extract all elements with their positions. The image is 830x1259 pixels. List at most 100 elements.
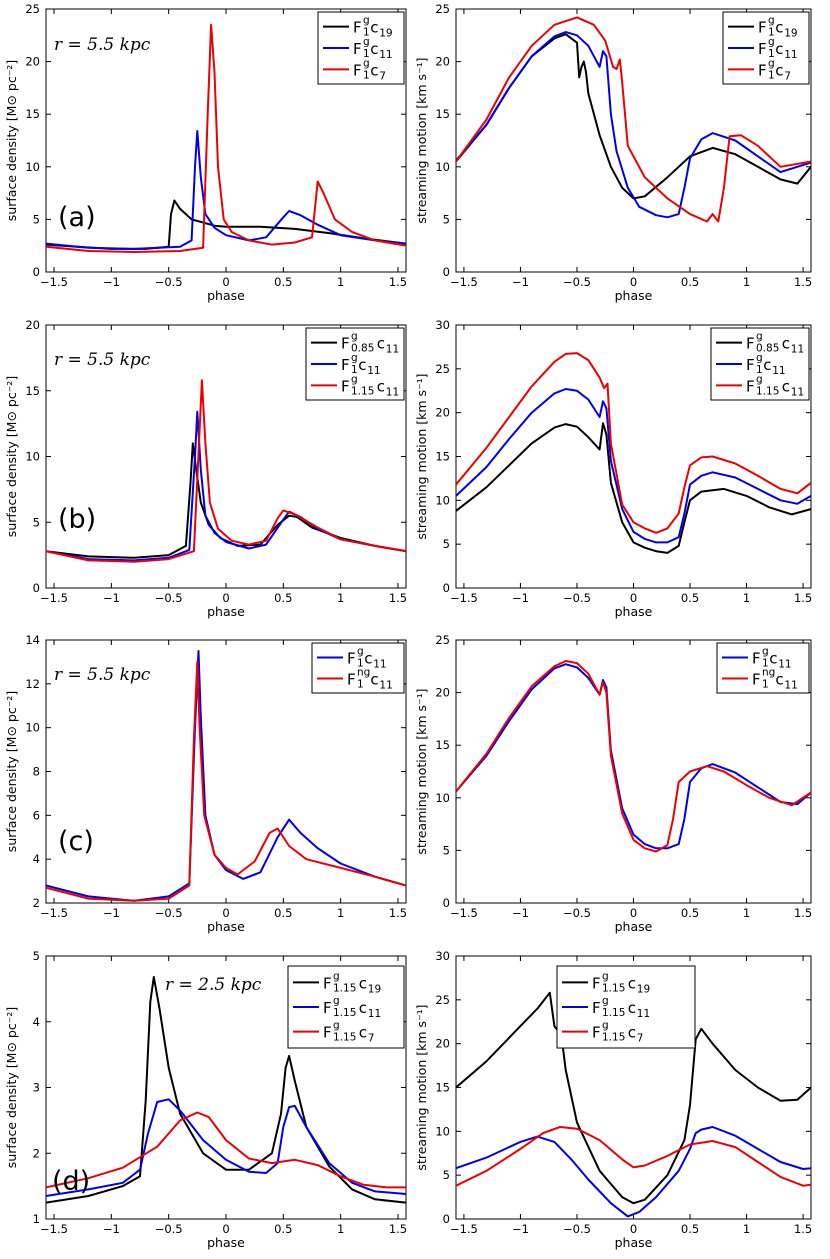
x-tick-label: −1.5 — [40, 275, 68, 289]
chart-c-right: −1.5 −1 −0.5 0 0.5 1 1.5 0 5 10 15 20 25 phase streami… — [414, 633, 812, 934]
x-tick-label: −0.5 — [563, 1222, 591, 1236]
x-tick-label: −1 — [103, 275, 120, 289]
x-tick-label: 1 — [743, 275, 750, 289]
legend-label-c: c — [370, 671, 378, 689]
legend-label-csub: 7 — [784, 70, 791, 82]
y-tick-label: 20 — [25, 55, 40, 69]
x-tick-label: 1 — [337, 906, 344, 920]
series-group — [46, 23, 406, 253]
x-tick-label: 1.5 — [794, 1222, 812, 1236]
y-tick-label: 30 — [435, 318, 450, 332]
legend-label-sub: 1.15 — [333, 1032, 356, 1044]
series-line-f1-15g-c11 — [46, 379, 406, 563]
y-tick-label: 20 — [25, 318, 40, 332]
y-tick-label: 14 — [25, 633, 40, 647]
y-tick-label: 5 — [33, 515, 40, 529]
legend-label-main: F — [353, 40, 362, 58]
series-line-f1g-c19 — [456, 33, 811, 200]
x-tick-label: 0 — [630, 906, 637, 920]
legend-label-csub: 11 — [637, 1008, 650, 1020]
chart-b-right: −1.5 −1 −0.5 0 0.5 1 1.5 0 5 10 15 20 25 30 phase strea… — [414, 318, 812, 619]
legend-label-csub: 11 — [373, 659, 386, 671]
legend-label-sub: 1 — [363, 69, 370, 81]
legend-label-sup: g — [756, 373, 763, 385]
x-tick-label: 0 — [630, 1222, 637, 1236]
series-line-f1g-c7 — [456, 16, 811, 223]
panel-label: (a) — [58, 202, 96, 233]
legend-label-c: c — [364, 650, 372, 668]
y-tick-label: 15 — [25, 107, 40, 121]
y-tick-label: 0 — [443, 896, 450, 910]
x-tick-label: 1.5 — [794, 275, 812, 289]
legend-label-c: c — [359, 999, 367, 1017]
x-tick-label: 0.5 — [274, 591, 292, 605]
x-tick-label: 0.5 — [681, 906, 699, 920]
y-axis-label: streaming motion [km s⁻¹] — [414, 1004, 429, 1170]
legend-label-csub: 11 — [772, 365, 785, 377]
x-tick-label: 1 — [337, 1222, 344, 1236]
y-tick-label: 10 — [435, 160, 450, 174]
legend-label-sub: 1 — [768, 69, 775, 81]
legend-label-sub: 1 — [768, 27, 775, 39]
x-tick-label: −1 — [103, 1222, 120, 1236]
x-tick-label: 0 — [222, 906, 229, 920]
legend-frame — [716, 642, 810, 694]
legend-label-main: F — [752, 671, 761, 689]
y-tick-label: 0 — [33, 265, 40, 279]
x-tick-label: 1 — [743, 591, 750, 605]
legend-label-sub: 1 — [756, 364, 763, 376]
legend-label-csub: 11 — [784, 49, 797, 61]
x-tick-label: −0.5 — [563, 906, 591, 920]
y-tick-label: 20 — [435, 406, 450, 420]
x-tick-label: −1.5 — [450, 591, 478, 605]
x-axis-label: phase — [207, 288, 245, 303]
legend-label-main: F — [323, 999, 332, 1017]
x-tick-label: −0.5 — [563, 275, 591, 289]
x-tick-label: −1.5 — [40, 906, 68, 920]
y-tick-label: 20 — [435, 686, 450, 700]
x-tick-label: −1.5 — [450, 275, 478, 289]
legend-label-sub: 1 — [762, 658, 769, 670]
legend-label-sub: 0.85 — [756, 343, 779, 355]
legend-label-main: F — [592, 1024, 601, 1042]
x-tick-label: 1 — [743, 1222, 750, 1236]
chart-c-left: −1.5 −1 −0.5 0 0.5 1 1.5 2 4 6 8 10 12 14 phase surface… — [4, 633, 407, 934]
y-tick-label: 15 — [435, 1081, 450, 1095]
y-tick-label: 0 — [443, 265, 450, 279]
legend-label-sup: g — [768, 36, 775, 48]
legend-label-sup: g — [333, 970, 340, 982]
panel-label: (b) — [58, 504, 96, 535]
legend-label-c: c — [782, 335, 790, 353]
y-tick-label: 5 — [443, 1168, 450, 1182]
series-line-f1g-c7 — [46, 23, 406, 253]
legend-label-csub: 11 — [791, 386, 804, 398]
chart-a-left: −1.5 −1 −0.5 0 0.5 1 1.5 0 5 10 15 20 25 phase surface… — [4, 2, 407, 303]
x-tick-label: 1.5 — [794, 591, 812, 605]
y-tick-label: 10 — [435, 493, 450, 507]
x-axis-label: phase — [207, 919, 245, 934]
series-group — [456, 352, 811, 554]
legend-label-c: c — [370, 40, 378, 58]
legend-label-sub: 1.15 — [756, 385, 779, 397]
legend-label-sup: g — [768, 15, 775, 27]
legend-label-sub: 1.15 — [333, 1007, 356, 1019]
x-tick-label: −1 — [103, 906, 120, 920]
legend-label-main: F — [752, 650, 761, 668]
legend-label-c: c — [775, 671, 783, 689]
x-tick-label: 1.5 — [389, 275, 407, 289]
series-line-f1-15g-c7 — [456, 1126, 811, 1187]
legend-label-sup: g — [602, 1020, 609, 1032]
series-line-f1-15g-c7 — [46, 1111, 406, 1189]
x-tick-label: −1 — [512, 591, 529, 605]
x-tick-label: −1 — [512, 906, 529, 920]
legend-label-csub: 11 — [791, 344, 804, 356]
legend-label-sup: g — [363, 36, 370, 48]
legend-label-main: F — [746, 335, 755, 353]
y-tick-label: 5 — [443, 537, 450, 551]
radius-annotation: r = 2.5 kpc — [165, 975, 262, 995]
y-tick-label: 5 — [33, 212, 40, 226]
chart-d-right: −1.5 −1 −0.5 0 0.5 1 1.5 0 5 10 15 20 25 30 phase strea… — [414, 949, 812, 1250]
legend-label-main: F — [592, 974, 601, 992]
